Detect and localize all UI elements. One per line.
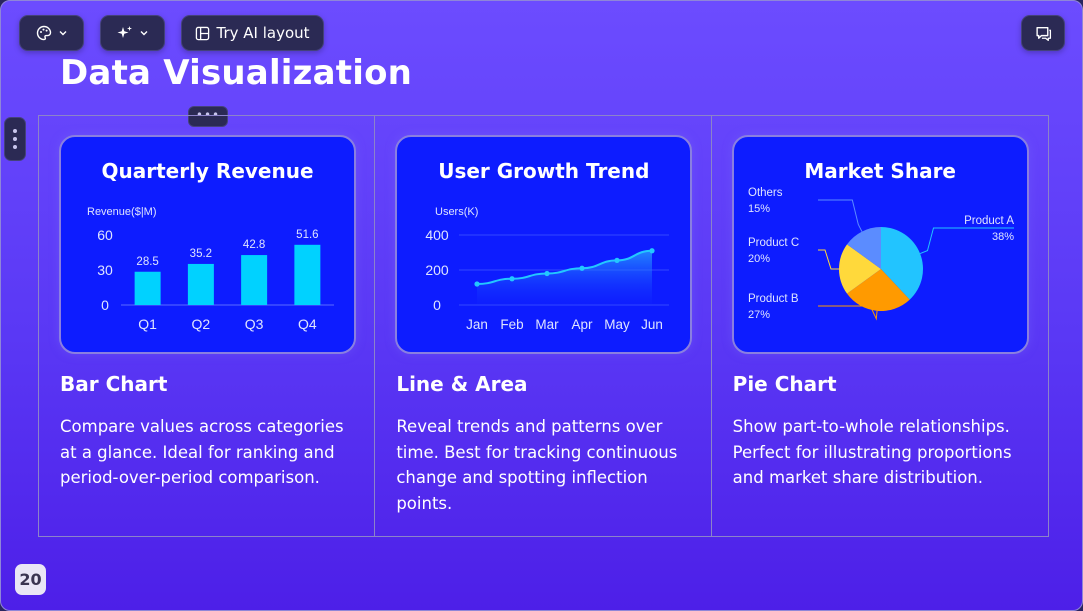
- bar-chart-card[interactable]: Quarterly Revenue Revenue($|M) 0 30 60 28.5 Q…: [59, 135, 356, 354]
- side-drag-handle[interactable]: [4, 117, 26, 161]
- slice-pct-label: 20%: [748, 253, 770, 265]
- data-label: 51.6: [296, 229, 318, 241]
- slice-pct-label: 38%: [992, 231, 1014, 243]
- sparkle-icon: [117, 26, 132, 38]
- page-number: 20: [15, 564, 46, 595]
- feature-columns: Quarterly Revenue Revenue($|M) 0 30 60 28.5 Q…: [38, 115, 1049, 537]
- layout-icon: [196, 26, 210, 40]
- data-point: [579, 265, 585, 271]
- column-line-area[interactable]: User Growth Trend Users(K) 0 200 400 Jan Feb M…: [375, 116, 712, 536]
- column-bar-chart[interactable]: Quarterly Revenue Revenue($|M) 0 30 60 28.5 Q…: [39, 116, 376, 536]
- data-point: [544, 270, 550, 277]
- bar: [134, 271, 161, 305]
- try-ai-layout-button[interactable]: Try AI layout: [181, 15, 324, 51]
- column-pie-chart[interactable]: Market Share Product A 38% Product B 27% Pro…: [712, 116, 1048, 536]
- x-tick-label: Jan: [466, 317, 488, 332]
- x-tick-label: Q4: [298, 316, 317, 332]
- feature-title[interactable]: Bar Chart: [60, 372, 168, 396]
- leader-line: [817, 199, 863, 232]
- x-tick-label: Feb: [501, 317, 524, 332]
- feature-title[interactable]: Pie Chart: [732, 372, 837, 396]
- palette-icon: [36, 25, 51, 41]
- feature-title[interactable]: Line & Area: [396, 372, 528, 396]
- leader-line: [817, 305, 878, 321]
- pie-chart-card[interactable]: Market Share Product A 38% Product B 27% Pro…: [731, 135, 1029, 354]
- x-tick-label: Q2: [192, 316, 211, 332]
- data-point: [649, 248, 655, 254]
- y-axis-label: Users(K): [435, 206, 478, 218]
- card-title: Market Share: [804, 159, 956, 183]
- bar: [187, 263, 214, 305]
- data-label: 42.8: [243, 239, 265, 251]
- slice-label: Product B: [748, 293, 799, 305]
- ai-assist-button[interactable]: [100, 15, 165, 51]
- y-tick-label: 0: [101, 297, 109, 313]
- pie-chart: Product A 38% Product B 27% Product C 20% Othe…: [748, 187, 1014, 321]
- x-tick-label: May: [605, 317, 631, 332]
- x-tick-label: Q3: [245, 316, 264, 332]
- y-axis-label: Revenue($|M): [87, 206, 157, 218]
- slice-pct-label: 15%: [748, 203, 770, 215]
- series-line: [477, 249, 653, 285]
- area-fill: [477, 250, 653, 305]
- try-ai-layout-label: Try AI layout: [216, 24, 310, 42]
- comments-button[interactable]: [1021, 15, 1065, 51]
- theme-button[interactable]: [19, 15, 84, 51]
- slice-pct-label: 27%: [748, 309, 770, 321]
- x-tick-label: Apr: [572, 317, 594, 332]
- chevron-down-icon: [140, 31, 147, 36]
- y-tick-label: 30: [97, 262, 113, 278]
- pie-slice: [880, 227, 923, 300]
- line-chart-card[interactable]: User Growth Trend Users(K) 0 200 400 Jan Feb M…: [395, 135, 693, 354]
- y-tick-label: 200: [426, 262, 450, 278]
- data-label: 28.5: [136, 256, 158, 268]
- x-tick-label: Mar: [536, 317, 560, 332]
- slice-label: Product C: [748, 237, 799, 249]
- pie-slice: [846, 227, 881, 269]
- feature-description[interactable]: Show part-to-whole relationships. Perfec…: [732, 417, 1012, 487]
- slice-label: Product A: [964, 215, 1014, 227]
- line-chart: Users(K) 0 200 400 Jan Feb Mar Apr May Jun: [426, 206, 670, 332]
- data-point: [509, 276, 515, 282]
- data-point: [614, 257, 620, 263]
- feature-description[interactable]: Reveal trends and patterns over time. Be…: [396, 417, 678, 513]
- leader-line: [817, 249, 839, 270]
- chevron-down-icon: [59, 31, 66, 36]
- bar: [294, 244, 321, 305]
- pie-slice: [838, 244, 881, 294]
- x-tick-label: Q1: [138, 316, 157, 332]
- pie-slice: [846, 269, 910, 311]
- y-tick-label: 0: [433, 297, 441, 313]
- bar: [241, 255, 268, 305]
- slide-title[interactable]: Data Visualization: [60, 53, 413, 93]
- data-point: [474, 281, 480, 287]
- y-tick-label: 400: [426, 227, 450, 243]
- data-label: 35.2: [190, 248, 212, 260]
- leader-line: [919, 227, 1014, 255]
- slice-label: Others: [748, 187, 783, 199]
- bar-chart: Revenue($|M) 0 30 60 28.5 Q1 35.2 Q2 42.8 Q3 51.6 Q…: [87, 206, 334, 332]
- card-title: Quarterly Revenue: [101, 159, 314, 183]
- comment-icon: [1035, 26, 1051, 41]
- x-tick-label: Jun: [641, 317, 663, 332]
- card-title: User Growth Trend: [438, 159, 650, 183]
- y-tick-label: 60: [97, 227, 113, 243]
- feature-description[interactable]: Compare values across categories at a gl…: [60, 417, 344, 487]
